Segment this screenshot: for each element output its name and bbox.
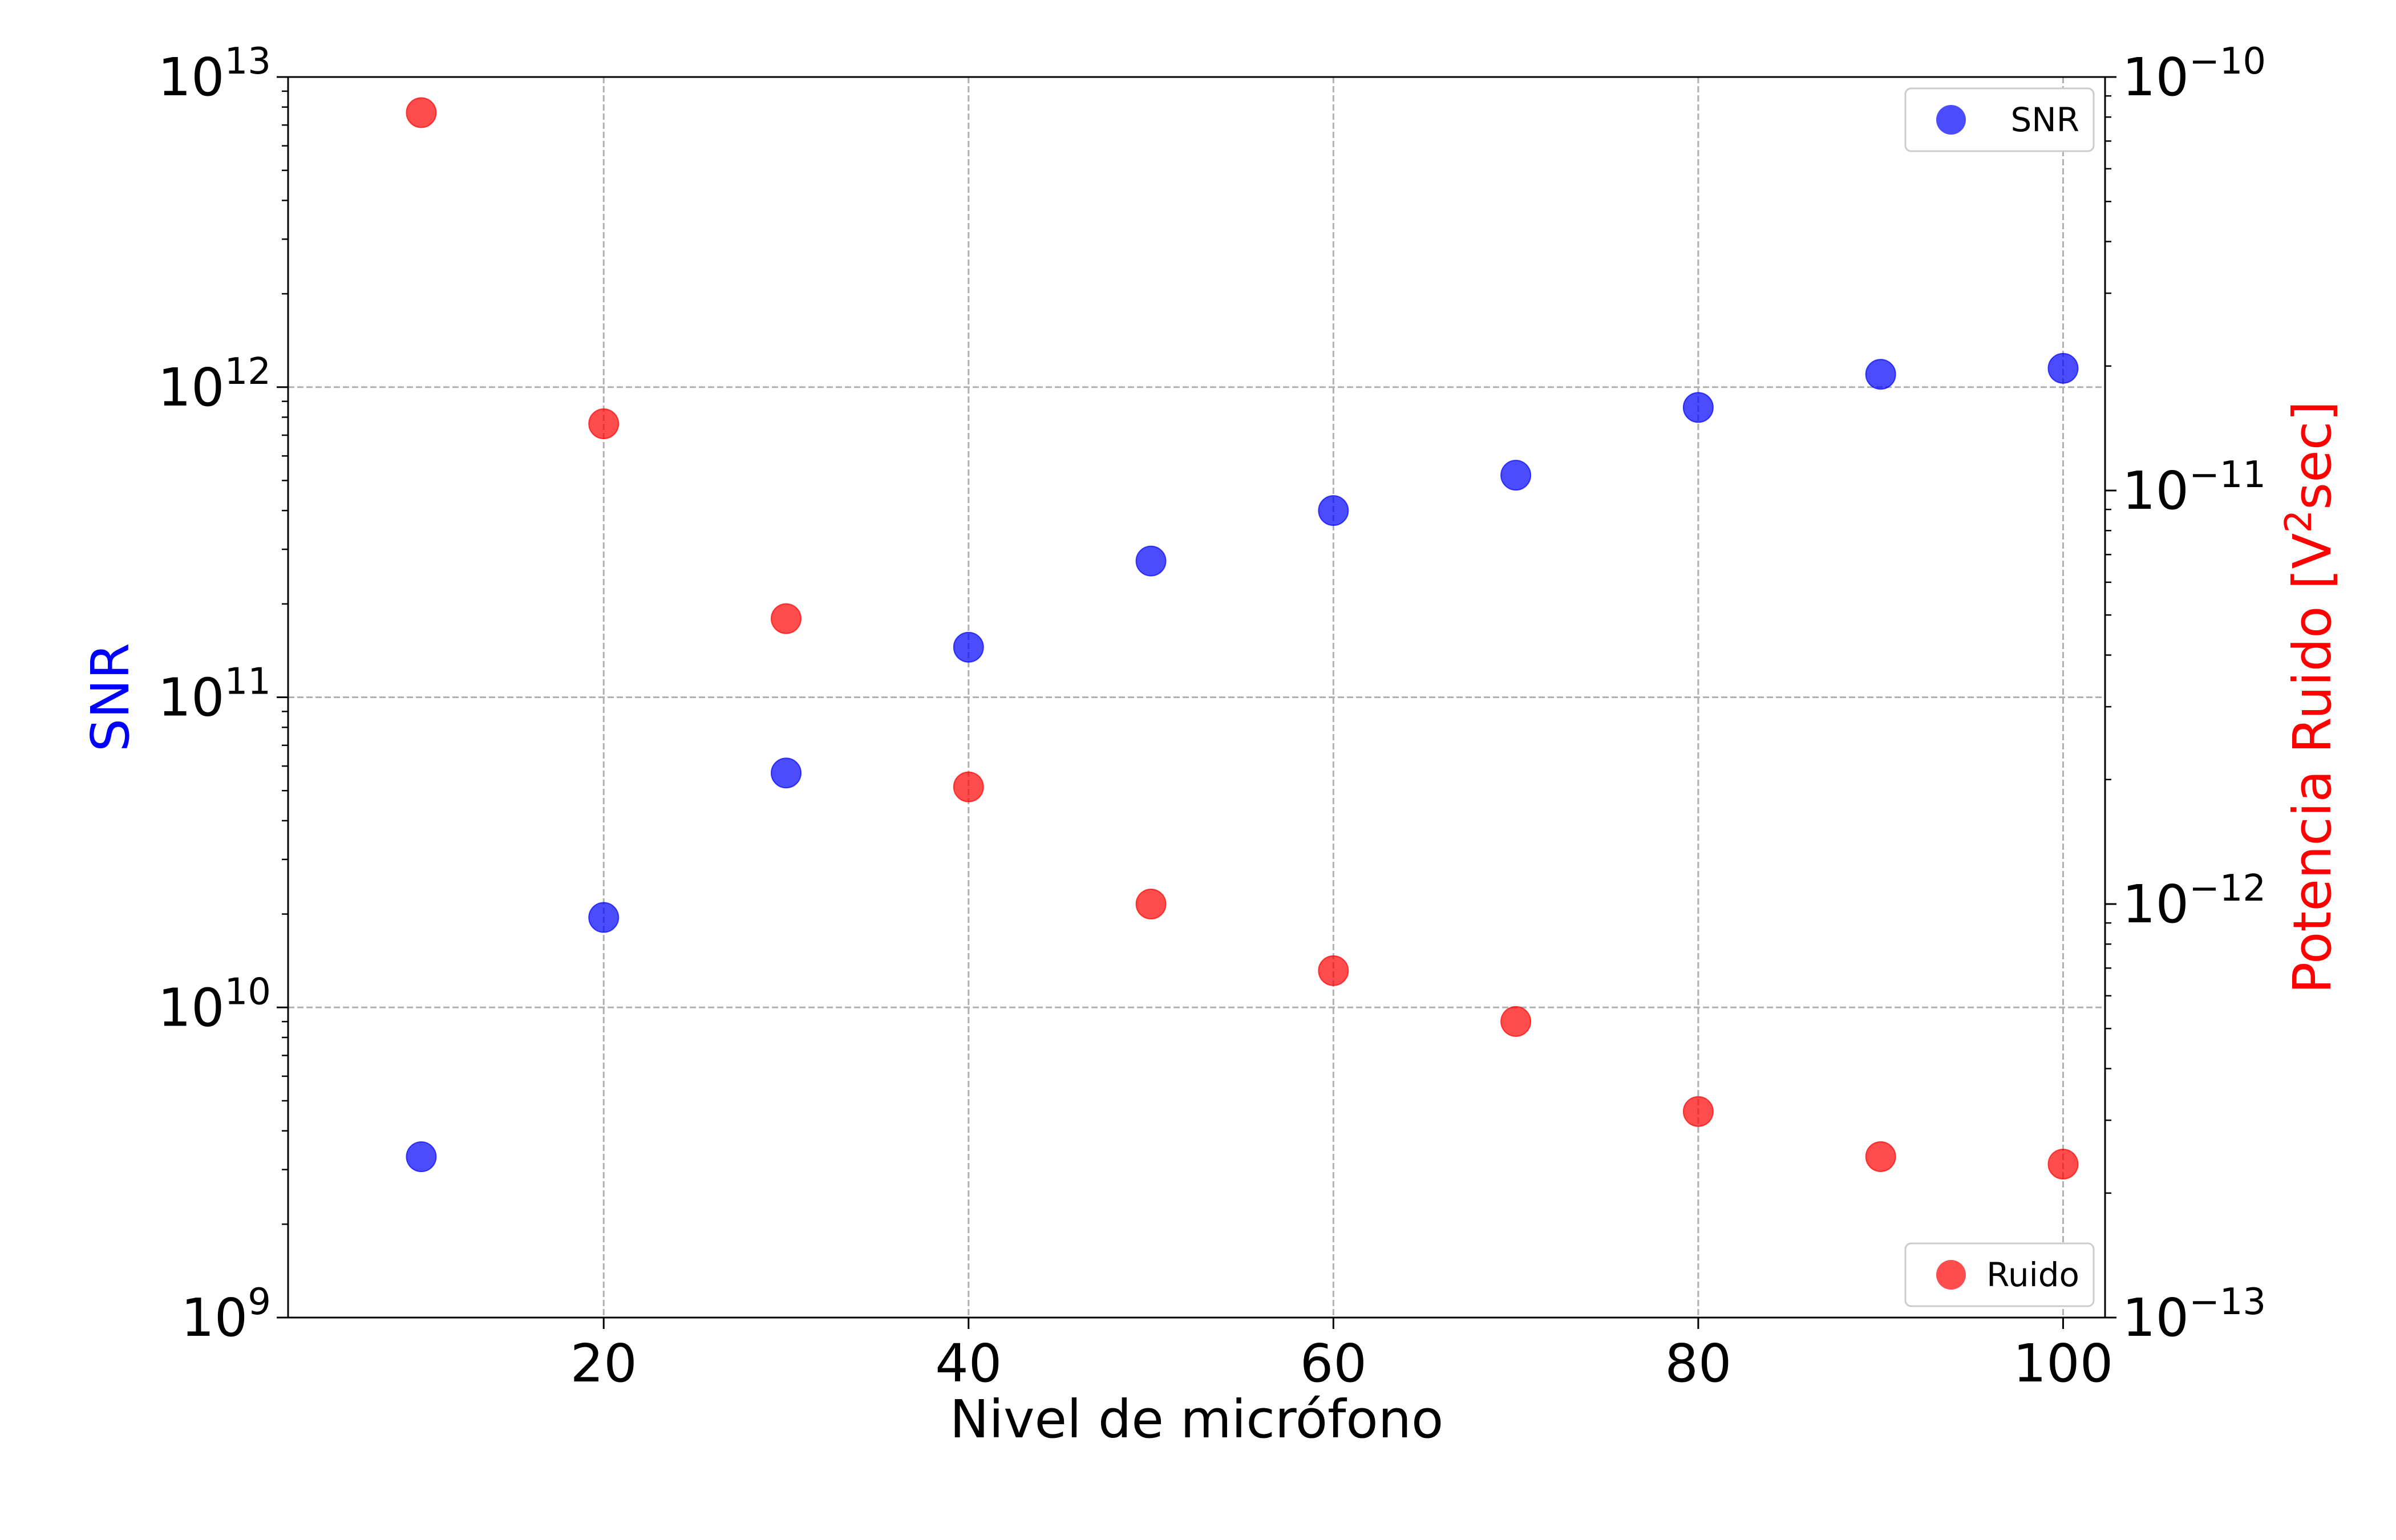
snr-point [406,1141,437,1173]
y-right-tick-label: 10−10 [2122,40,2266,108]
y-axis-right-title-prefix: Potencia Ruido [V [2282,533,2343,994]
y-left-tick-label: 1013 [157,40,271,108]
legend-snr-label: SNR [2010,100,2079,139]
y-axis-left-title: SNR [80,643,141,752]
y-axis-right-title-sup: 2 [2278,510,2320,533]
snr-point [588,902,620,933]
snr-point [1865,359,1896,390]
ruido-point [770,603,802,634]
ruido-point [1135,889,1167,919]
x-axis-title: Nivel de micrófono [950,1389,1444,1450]
y-right-tick-label: 10−13 [2122,1281,2266,1348]
legend-ruido-marker [1936,1260,1966,1290]
data-points [406,97,2079,1180]
ruido-point [1682,1096,1714,1127]
y-axis-right-title-suffix: sec] [2282,401,2343,510]
legend-ruido-label: Ruido [1986,1255,2079,1294]
legend-ruido: Ruido [1904,1242,2095,1307]
y-left-tick-label: 1010 [157,971,271,1038]
legend-snr-marker [1936,105,1966,135]
y-axis-right-title: Potencia Ruido [V2sec] [2278,401,2343,994]
snr-point [1682,392,1714,423]
snr-point [1135,545,1167,577]
ruido-point [588,408,620,440]
y-left-tick-label: 1011 [157,661,271,728]
x-tick-label: 60 [1300,1333,1367,1394]
snr-point [1500,460,1532,491]
y-right-tick-label: 10−12 [2122,868,2266,935]
snr-point [953,631,984,663]
legend-snr: SNR [1904,87,2095,152]
y-left-tick-label: 109 [181,1281,271,1348]
snr-point [2047,352,2079,384]
x-tick-label: 20 [570,1333,637,1394]
ruido-point [1500,1006,1532,1037]
legend-snr-box [1904,87,2095,152]
snr-point [770,757,802,789]
legend-ruido-box [1904,1242,2095,1307]
ruido-point [953,771,984,803]
ruido-point [406,97,437,128]
ruido-point [1865,1141,1896,1172]
x-tick-label: 80 [1665,1333,1731,1394]
y-right-tick-label: 10−11 [2122,454,2266,521]
ruido-point [1318,955,1349,986]
grid [288,77,2105,1318]
snr-point [1318,495,1349,526]
x-tick-label: 40 [935,1333,1002,1394]
ticks: 20 40 60 80 100 109 1010 1011 1012 1013 10−13 10−12… [157,40,2266,1394]
ruido-point [2047,1148,2079,1180]
x-tick-label: 100 [2013,1333,2114,1394]
y-left-tick-label: 1012 [157,351,271,418]
